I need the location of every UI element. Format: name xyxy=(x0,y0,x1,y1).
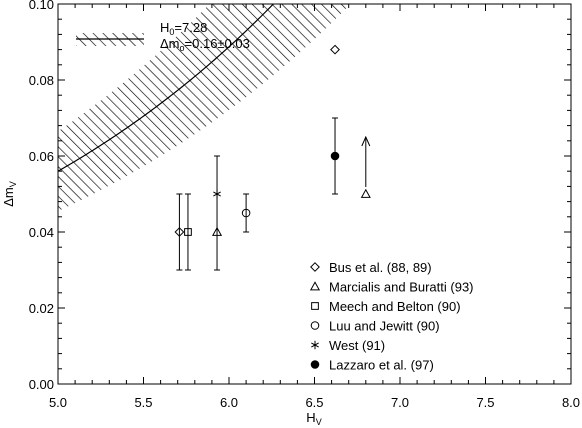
x-tick-labels: 5.0 5.5 6.0 6.5 7.0 7.5 8.0 xyxy=(49,395,580,410)
y-tick-label: 0.02 xyxy=(29,301,54,316)
fit-annotation-h0: H0=7.28 xyxy=(160,20,207,37)
data-point-circle xyxy=(241,208,251,218)
legend-label: Luu and Jewitt (90) xyxy=(329,319,440,334)
uncertainty-band-layer xyxy=(58,4,351,212)
lower-limit-arrowhead xyxy=(361,135,371,147)
data-point-filled-circle xyxy=(330,151,340,161)
uncertainty-band xyxy=(58,4,351,212)
y-tick-labels: 0.00 0.02 0.04 0.06 0.08 0.10 xyxy=(29,0,54,392)
x-tick-label: 8.0 xyxy=(562,395,580,410)
data-point-diamond xyxy=(174,227,185,237)
legend-marker-square xyxy=(311,302,319,310)
y-axis-title: ΔmV xyxy=(1,181,18,207)
fit-annotation-dm0: Δmo=0.16±0.03 xyxy=(160,36,250,53)
tick-layer xyxy=(57,3,572,385)
legend-label: Marcialis and Buratti (93) xyxy=(329,280,474,295)
legend-label: Lazzaro et al. (97) xyxy=(329,358,434,373)
x-axis-title: HV xyxy=(306,410,321,427)
legend-label: Meech and Belton (90) xyxy=(329,299,461,314)
legend-label: Bus et al. (88, 89) xyxy=(329,260,432,275)
x-tick-label: 7.5 xyxy=(476,395,494,410)
data-point-triangle xyxy=(360,188,371,198)
data-point-square xyxy=(184,228,192,236)
legend-marker-diamond xyxy=(310,262,320,272)
data-point-diamond xyxy=(330,44,340,55)
y-tick-label: 0.04 xyxy=(29,225,54,240)
errorbar-layer xyxy=(176,117,371,271)
x-tick-label: 7.0 xyxy=(391,395,409,410)
legend: Bus et al. (88, 89) Marcialis and Buratti… xyxy=(309,260,474,373)
x-tick-label: 5.0 xyxy=(49,395,67,410)
y-tick-label: 0.00 xyxy=(29,377,54,392)
legend-marker-circle xyxy=(310,321,320,330)
legend-label: West (91) xyxy=(329,338,385,353)
y-tick-label: 0.10 xyxy=(29,0,54,12)
y-tick-label: 0.08 xyxy=(29,73,54,88)
x-tick-label: 6.0 xyxy=(220,395,238,410)
fit-curve xyxy=(58,4,275,172)
data-point-asterisk xyxy=(213,189,221,199)
y-tick-label: 0.06 xyxy=(29,149,54,164)
x-tick-label: 5.5 xyxy=(134,395,152,410)
x-tick-label: 6.5 xyxy=(305,395,323,410)
marker-layer xyxy=(174,44,371,237)
legend-marker-triangle xyxy=(309,281,321,291)
plot-frame xyxy=(57,3,572,385)
fit-curve-layer xyxy=(58,4,275,172)
legend-marker-asterisk xyxy=(311,340,319,350)
legend-marker-filled-circle xyxy=(310,360,320,369)
data-point-triangle xyxy=(211,226,223,236)
